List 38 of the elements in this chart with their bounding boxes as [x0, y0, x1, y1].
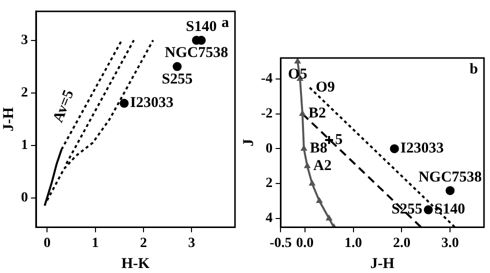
y-tick-label: 0 [266, 141, 273, 156]
x-axis-title: J-H [370, 256, 395, 272]
annotation: S255 [391, 202, 422, 218]
annotation: O9 [316, 80, 335, 96]
y-tick-label: 2 [266, 176, 273, 192]
y-tick-label: 0 [21, 190, 28, 206]
x-tick-label: 1.0 [344, 236, 362, 252]
x-tick-label: 1 [92, 236, 99, 252]
annotation: B2 [308, 106, 326, 122]
y-tick-label: 1 [21, 138, 28, 153]
y-tick-label: -4 [260, 72, 273, 87]
annotation: NGC7538 [418, 169, 482, 186]
y-tick-label: 4 [266, 211, 273, 226]
annotation: I23033 [400, 140, 444, 157]
annotation: A2 [313, 158, 332, 174]
y-tick-label: 2 [21, 85, 28, 100]
x-tick-label: 2 [140, 236, 147, 252]
annotation: NGC7538 [164, 45, 228, 62]
y-tick-label: 3 [21, 32, 28, 48]
annotation: b [470, 61, 478, 78]
annotation: a [222, 14, 230, 31]
y-tick-label: -2 [260, 106, 273, 122]
annotation: B8 [310, 140, 328, 157]
annotation: I23033 [130, 95, 174, 112]
annotation: S140 [434, 202, 466, 218]
annotation: S140 [186, 19, 217, 36]
x-tick-label: 3 [188, 236, 196, 252]
x-tick-label: 0 [44, 236, 51, 252]
x-tick-label: 2.0 [392, 236, 410, 252]
x-tick-label: 3.0 [441, 236, 459, 252]
y-axis-title: J-H [0, 106, 17, 132]
x-axis-title: H-K [121, 256, 150, 272]
x-tick-label: 0.0 [296, 236, 314, 252]
annotation: Av=5 [50, 88, 78, 125]
y-axis-title: J [240, 138, 257, 146]
annotation: 5 [335, 132, 343, 148]
annotation: S255 [162, 71, 193, 88]
x-tick-label: -0.5 [270, 236, 292, 252]
